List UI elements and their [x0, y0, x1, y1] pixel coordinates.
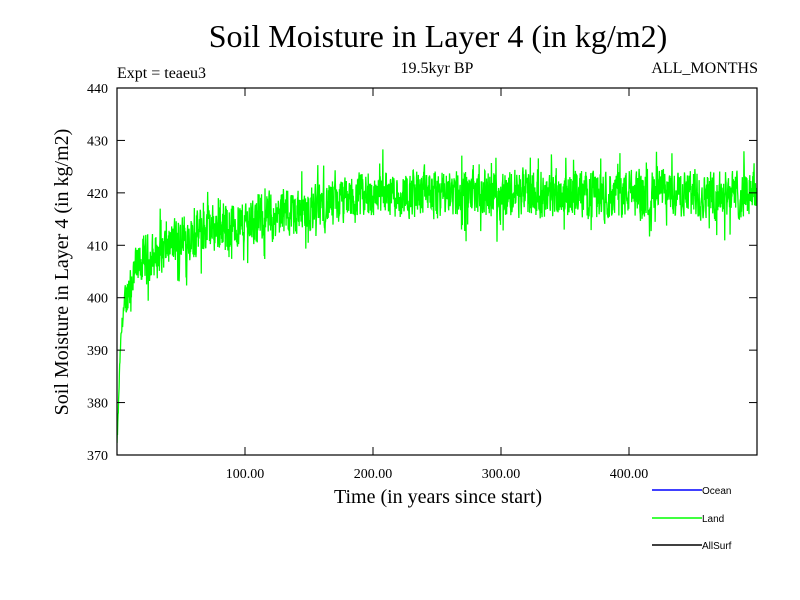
series-line-land	[117, 149, 757, 443]
series-layer	[117, 149, 757, 443]
x-axis: 100.00 200.00 300.00 400.00	[226, 88, 649, 482]
x-tick-label: 300.00	[482, 467, 521, 482]
x-tick-label: 100.00	[226, 467, 265, 482]
y-tick-label: 430	[87, 134, 108, 149]
y-tick-label: 410	[87, 239, 108, 254]
months-label: ALL_MONTHS	[651, 60, 758, 77]
legend: Ocean Land AllSurf	[652, 486, 732, 552]
x-tick-label: 400.00	[610, 467, 649, 482]
y-tick-label: 370	[87, 449, 108, 464]
plot-frame	[116, 87, 758, 456]
legend-label-land: Land	[702, 514, 724, 525]
y-tick-label: 440	[87, 82, 108, 97]
legend-label-allsurf: AllSurf	[702, 541, 732, 552]
x-axis-label: Time (in years since start)	[334, 486, 542, 508]
y-tick-label: 420	[87, 187, 108, 202]
chart-title: Soil Moisture in Layer 4 (in kg/m2)	[209, 18, 668, 54]
y-tick-label: 400	[87, 292, 108, 307]
y-axis-label: Soil Moisture in Layer 4 (in kg/m2)	[51, 129, 73, 416]
y-tick-label: 390	[87, 344, 108, 359]
x-tick-label: 200.00	[354, 467, 393, 482]
plot-area	[116, 87, 758, 456]
experiment-label: Expt = teaeu3	[117, 65, 206, 82]
period-label: 19.5kyr BP	[401, 60, 474, 77]
y-axis: 370 380 390 400 410 420 430 440	[87, 82, 757, 464]
y-tick-label: 380	[87, 397, 108, 412]
legend-label-ocean: Ocean	[702, 486, 731, 497]
